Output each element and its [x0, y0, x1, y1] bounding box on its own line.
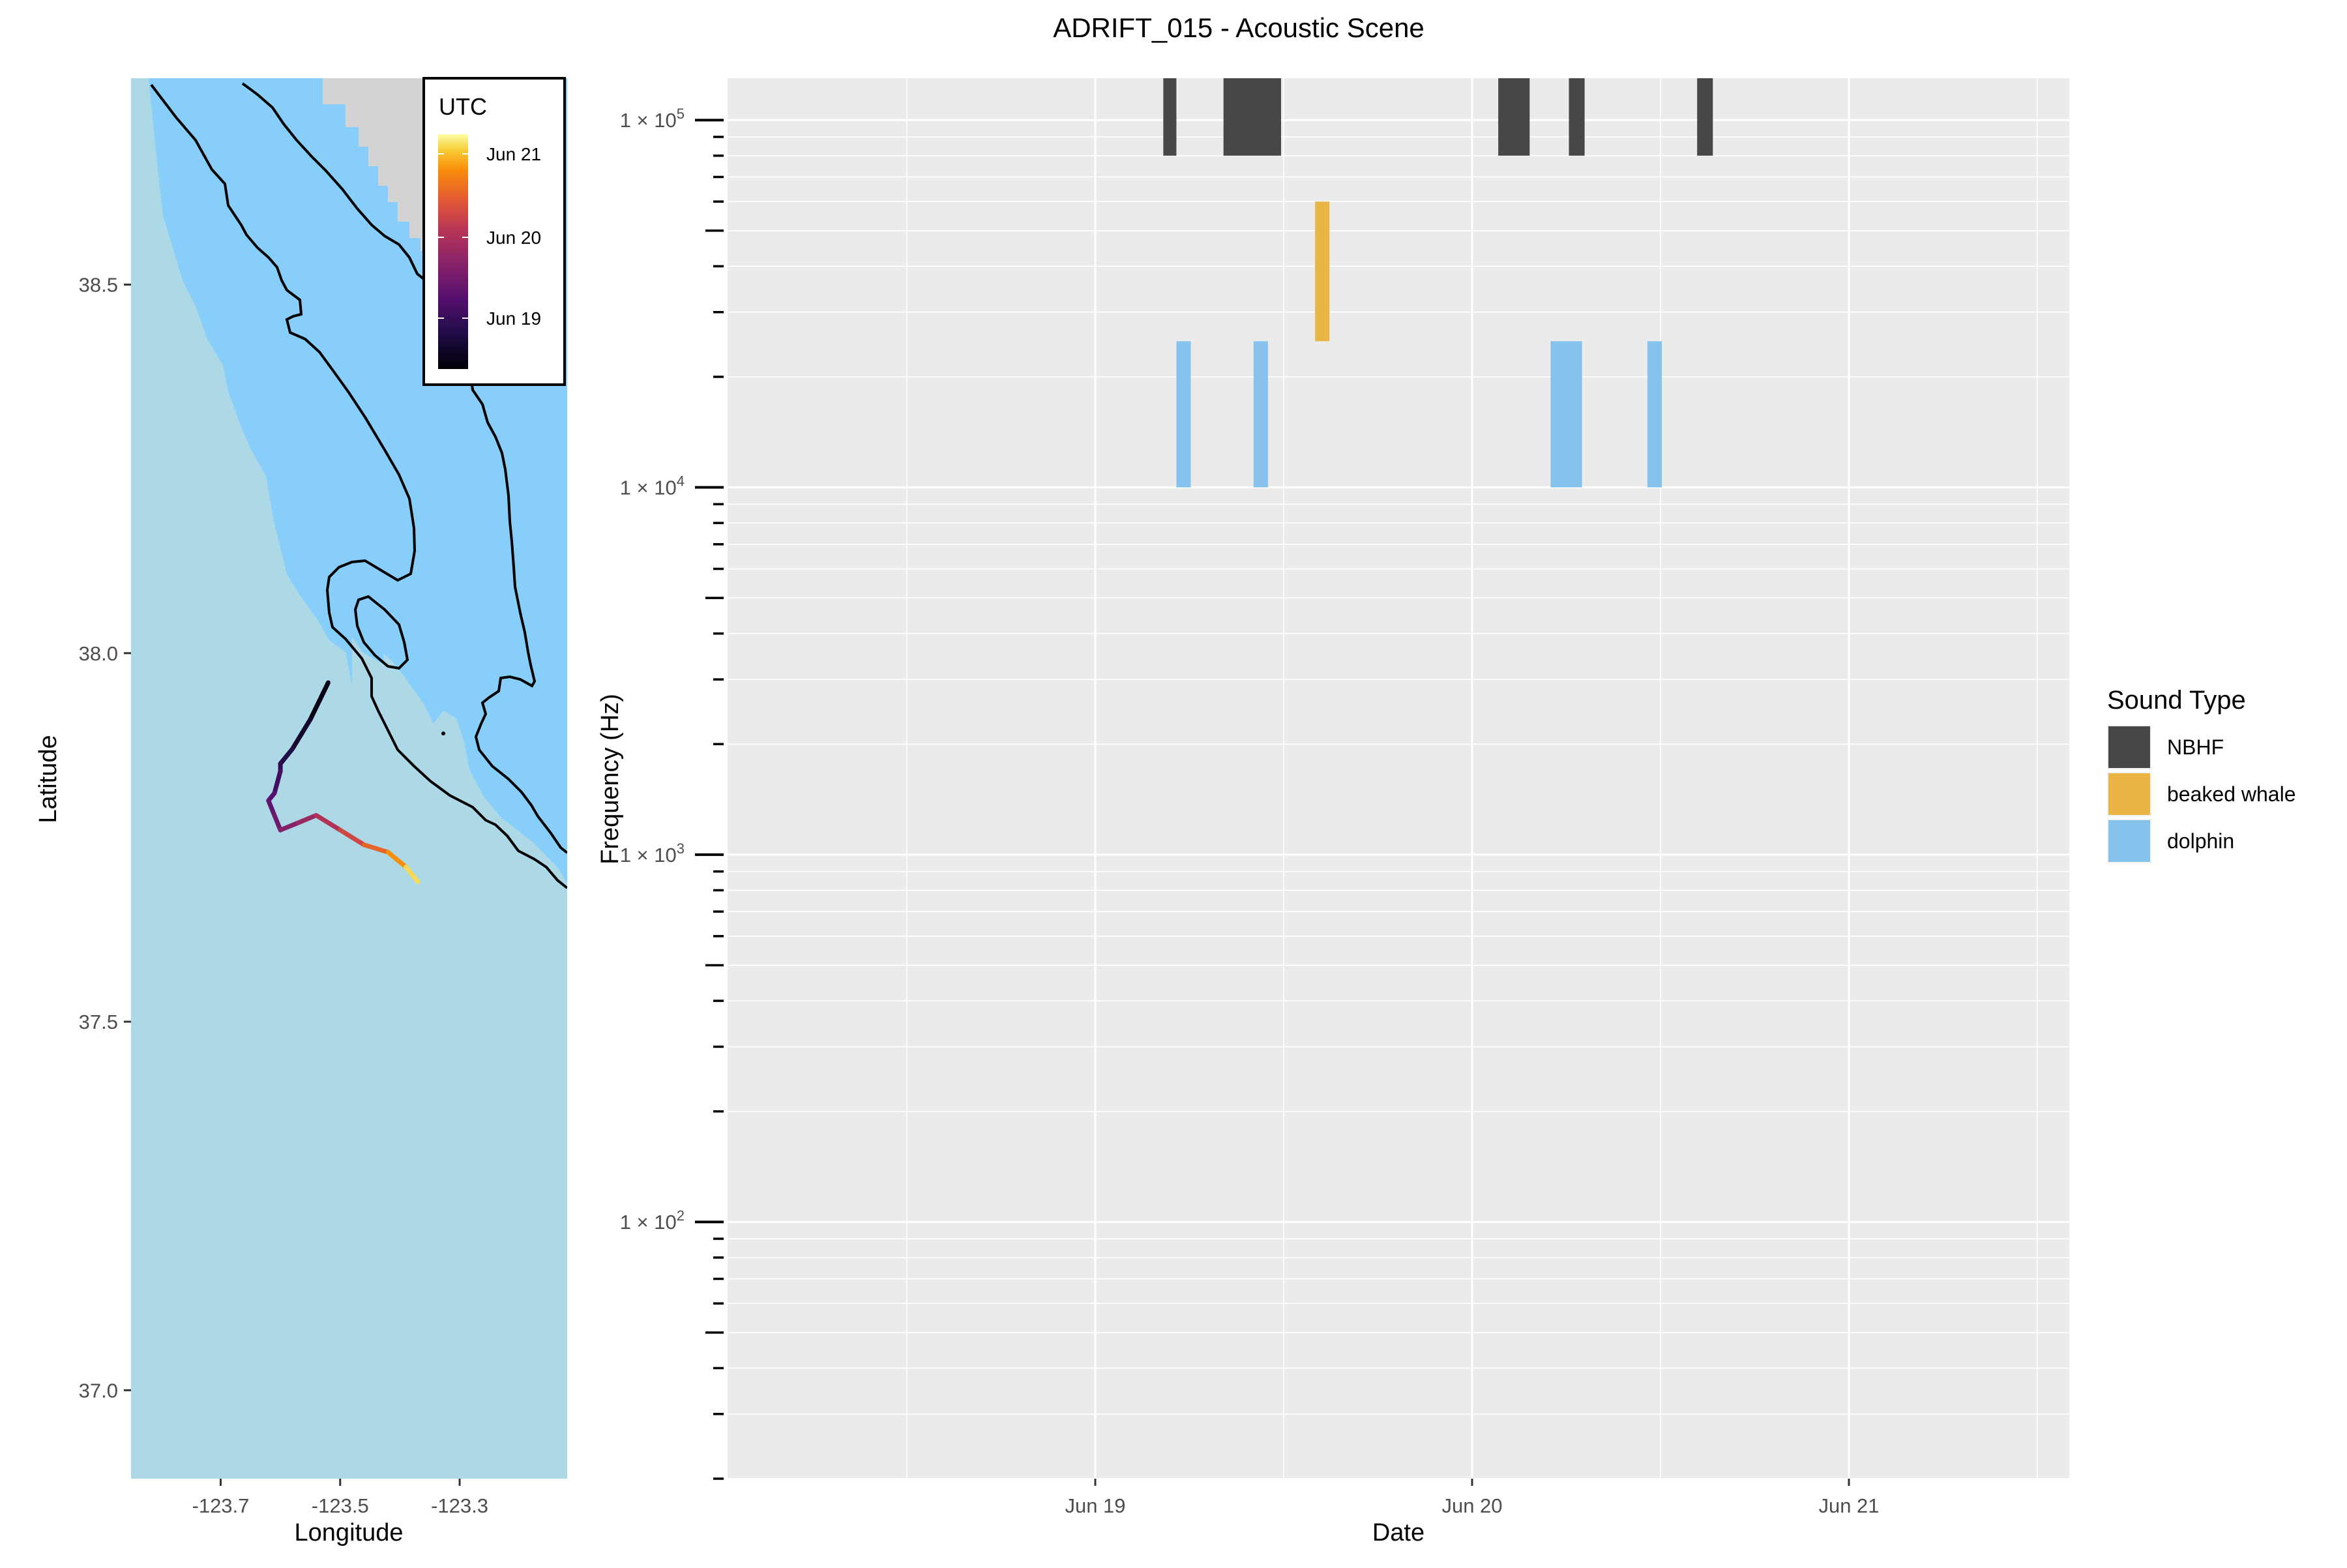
drift-track-segment — [278, 747, 295, 766]
frequency-grid — [728, 78, 2069, 1479]
sound-event-dolphin — [1176, 341, 1191, 488]
map-contour-bay — [353, 595, 409, 670]
frequency-tick-base: 1 × 10 — [620, 1211, 677, 1234]
drift-track-segment — [314, 813, 343, 833]
frequency-tick-exponent: 3 — [677, 840, 685, 857]
drift-track-segment — [338, 827, 366, 848]
drift-track-segment — [266, 798, 277, 818]
frequency-tick-base: 1 × 10 — [620, 477, 677, 499]
date-axis-title: Date — [1372, 1519, 1424, 1546]
map-x-tick-label: -123.7 — [192, 1494, 250, 1517]
drift-track-segment — [308, 680, 331, 722]
sound-event-beaked-whale — [1315, 201, 1330, 342]
drift-track-segment — [385, 850, 409, 870]
utc-label-jun19: Jun 19 — [486, 308, 541, 329]
frequency-tick-exponent: 4 — [677, 473, 685, 490]
utc-label-jun21: Jun 21 — [486, 144, 541, 164]
map-x-axis-title: Longitude — [295, 1519, 404, 1546]
sound-event-nbhf — [1569, 78, 1585, 156]
drift-track-segment — [296, 813, 319, 825]
sound-type-legend-title: Sound Type — [2107, 686, 2246, 715]
frequency-axis-title: Frequency (Hz) — [597, 694, 624, 865]
frequency-tick-base: 1 × 10 — [620, 109, 677, 132]
drift-track-segment — [404, 865, 421, 884]
map-axes: -123.7 -123.5 -123.3 37.0 37.5 38.0 38.5 — [79, 274, 488, 1517]
map-panel: UTC Jun 21 Jun 20 Jun 19 -123.7 -123.5 -12… — [35, 77, 567, 1546]
utc-legend-title: UTC — [439, 93, 487, 120]
frequency-tick-label: 1 × 102 — [620, 1207, 685, 1234]
sound-type-key — [2108, 820, 2150, 862]
frequency-tick-label: 1 × 105 — [620, 106, 685, 132]
drift-track-segment — [361, 842, 391, 855]
date-tick-label: Jun 20 — [1441, 1494, 1502, 1517]
drift-track-segment — [289, 717, 313, 752]
utc-legend: UTC Jun 21 Jun 20 Jun 19 — [422, 77, 566, 386]
map-y-axis-title: Latitude — [35, 735, 62, 823]
sound-event-dolphin — [1550, 341, 1582, 488]
utc-label-jun20: Jun 20 — [486, 228, 541, 248]
date-tick-label: Jun 21 — [1818, 1494, 1879, 1517]
sound-type-label: dolphin — [2167, 829, 2234, 853]
sound-event-dolphin — [1647, 341, 1662, 488]
sound-type-key — [2108, 773, 2150, 815]
sound-events — [1163, 78, 1713, 488]
map-y-tick-label: 38.0 — [79, 642, 118, 665]
map-y-tick-label: 38.5 — [79, 274, 118, 297]
map-contour-outer — [241, 82, 567, 854]
date-tick-label: Jun 19 — [1065, 1494, 1125, 1517]
frequency-tick-label: 1 × 103 — [620, 840, 685, 866]
sound-type-key — [2108, 726, 2150, 768]
frequency-tick-base: 1 × 10 — [620, 844, 677, 866]
drift-track — [266, 680, 421, 884]
drift-track-segment — [272, 769, 283, 796]
map-x-tick-label: -123.5 — [312, 1494, 369, 1517]
sound-event-nbhf — [1223, 78, 1281, 156]
sound-type-legend-items: NBHF beaked whale dolphin — [2107, 725, 2295, 863]
sound-event-nbhf — [1498, 78, 1530, 156]
figure-title: ADRIFT_015 - Acoustic Scene — [1053, 12, 1424, 43]
map-y-tick-label: 37.5 — [79, 1011, 118, 1033]
sound-event-nbhf — [1697, 78, 1713, 156]
frequency-tick-exponent: 2 — [677, 1207, 685, 1224]
map-y-tick-label: 37.0 — [79, 1379, 118, 1402]
drift-track-segment — [272, 813, 283, 833]
sound-event-dolphin — [1253, 341, 1268, 488]
sound-type-legend: Sound Type NBHF beaked whale dolphin — [2107, 686, 2295, 863]
frequency-tick-exponent: 5 — [677, 106, 685, 122]
map-contour-shelf — [150, 83, 567, 889]
sound-type-label: NBHF — [2167, 735, 2224, 759]
frequency-tick-label: 1 × 104 — [620, 473, 685, 499]
map-contour-spot — [441, 732, 445, 735]
map-land — [323, 78, 434, 251]
utc-colorbar — [438, 134, 468, 369]
sound-type-label: beaked whale — [2167, 782, 2295, 806]
sound-event-nbhf — [1163, 78, 1177, 156]
drift-track-segment — [278, 820, 301, 833]
frequency-panel-bg — [728, 78, 2069, 1479]
map-x-tick-label: -123.3 — [431, 1494, 488, 1517]
